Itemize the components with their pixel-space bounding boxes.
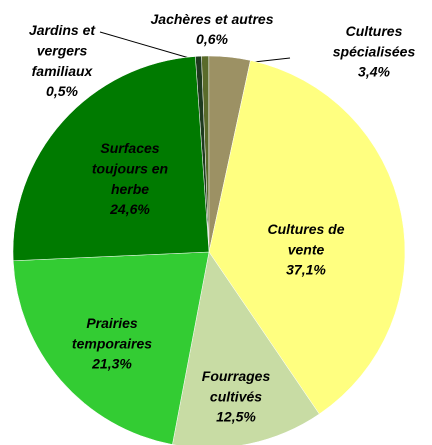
label-line: spécialisées [333, 43, 416, 59]
slice-label: Prairies temporaires 21,3% [72, 315, 152, 372]
label-line: toujours en [92, 160, 168, 176]
label-line: Fourrages [202, 368, 271, 384]
slice-label: Surfaces toujours en herbe 24,6% [92, 140, 168, 218]
pie-slice [208, 60, 406, 415]
category-label: Prairies temporaires [72, 315, 152, 352]
slice-label: Jardins et vergers familiaux 0,5% [29, 22, 96, 100]
label-line: vente [288, 241, 325, 257]
value-label: 12,5% [216, 409, 256, 425]
category-label: Fourrages cultivés [202, 368, 271, 405]
label-line: cultivés [210, 388, 262, 404]
label-line: Surfaces [100, 140, 159, 156]
label-line: Jardins et [29, 22, 96, 38]
slice-label: Fourrages cultivés 12,5% [202, 368, 271, 425]
slice-label: Cultures spécialisées 3,4% [333, 23, 416, 80]
pie-slice [12, 56, 210, 262]
value-label: 0,6% [196, 31, 228, 47]
label-line: Cultures [346, 23, 403, 39]
pie-slice [172, 251, 320, 445]
value-label: 24,6% [109, 201, 150, 217]
value-label: 21,3% [91, 356, 132, 372]
label-line: Jachères et autres [151, 11, 274, 27]
pie-slice [12, 251, 210, 445]
label-line: familiaux [32, 63, 94, 79]
label-line: Prairies [86, 315, 138, 331]
category-label: Cultures de vente [267, 221, 344, 258]
slice-label: Cultures de vente 37,1% [267, 221, 344, 278]
label-line: vergers [37, 42, 88, 58]
label-line: temporaires [72, 335, 152, 351]
category-label: Surfaces toujours en herbe [92, 140, 168, 197]
label-line: Cultures de [267, 221, 344, 237]
slice-label: Jachères et autres 0,6% [151, 11, 274, 48]
category-label: Jachères et autres [151, 11, 274, 27]
value-label: 37,1% [286, 262, 326, 278]
category-label: Jardins et vergers familiaux [29, 22, 96, 79]
value-label: 3,4% [358, 64, 390, 80]
label-line: herbe [111, 181, 149, 197]
leader-line [99, 31, 204, 63]
value-label: 0,5% [46, 83, 78, 99]
category-label: Cultures spécialisées [333, 23, 416, 60]
